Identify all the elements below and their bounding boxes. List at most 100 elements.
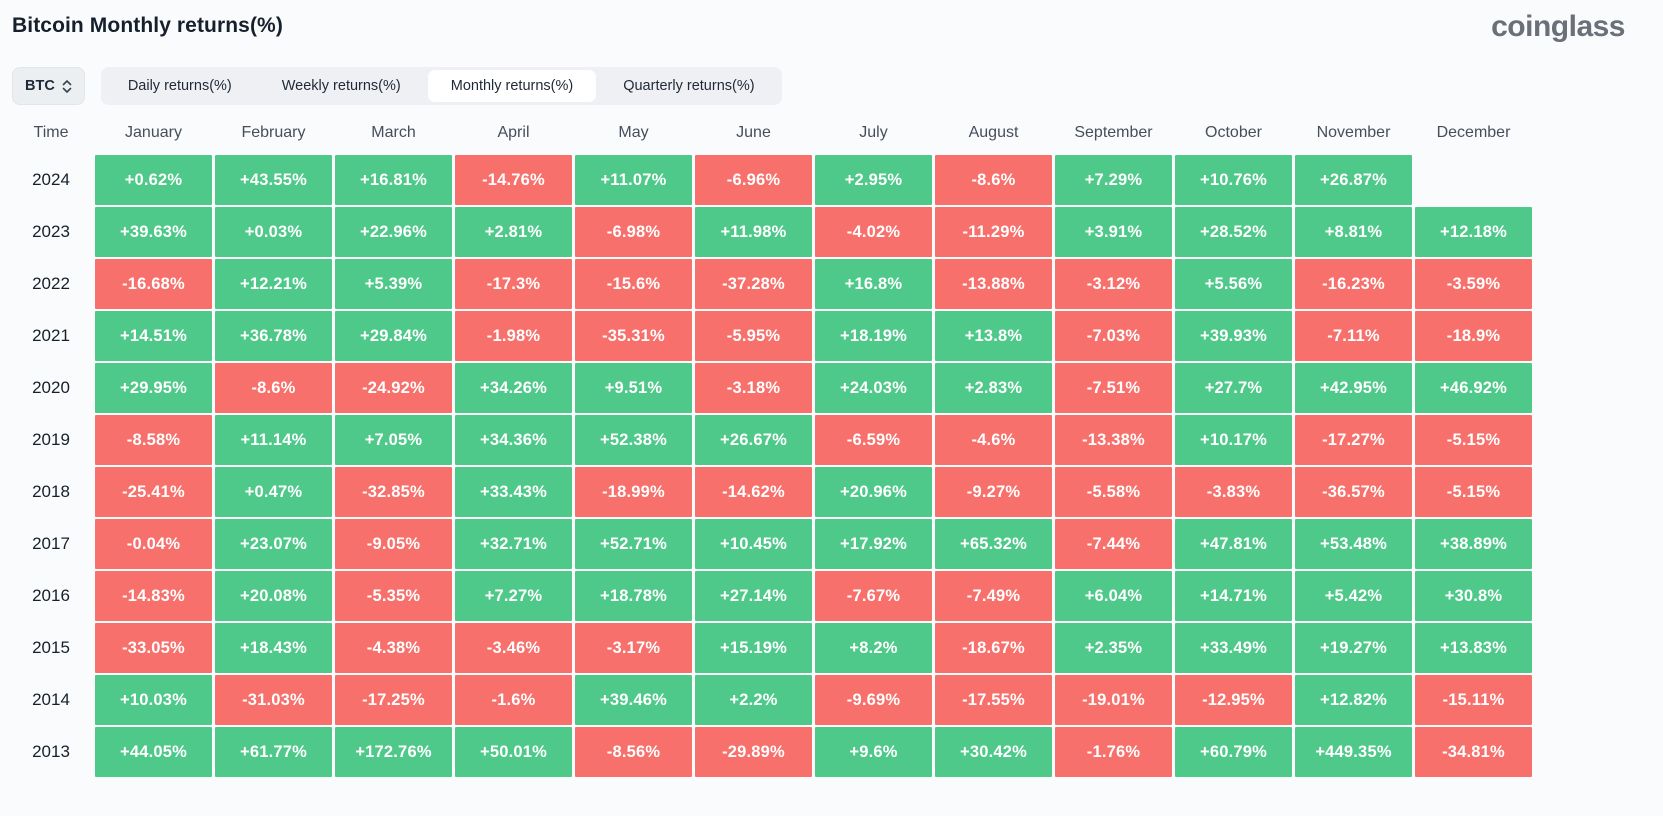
return-cell: -18.99% xyxy=(575,467,692,517)
return-cell: +2.2% xyxy=(695,675,812,725)
return-cell: -3.46% xyxy=(455,623,572,673)
return-cell: +16.81% xyxy=(335,155,452,205)
return-cell: -9.69% xyxy=(815,675,932,725)
return-cell: +30.42% xyxy=(935,727,1052,777)
return-cell: -19.01% xyxy=(1055,675,1172,725)
month-column-header: September xyxy=(1074,124,1153,141)
return-cell: +60.79% xyxy=(1175,727,1292,777)
return-cell: +39.93% xyxy=(1175,311,1292,361)
return-cell: +9.6% xyxy=(815,727,932,777)
return-cell: +65.32% xyxy=(935,519,1052,569)
year-label: 2014 xyxy=(32,690,70,709)
return-cell: +5.42% xyxy=(1295,571,1412,621)
tab-quarterly-returns[interactable]: Quarterly returns(%) xyxy=(600,70,777,102)
return-cell: -32.85% xyxy=(335,467,452,517)
coin-selector-value: BTC xyxy=(25,78,55,94)
return-cell: +24.03% xyxy=(815,363,932,413)
return-cell: +46.92% xyxy=(1415,363,1532,413)
return-cell: +20.96% xyxy=(815,467,932,517)
return-cell: +449.35% xyxy=(1295,727,1412,777)
return-cell: +27.7% xyxy=(1175,363,1292,413)
return-cell: -1.6% xyxy=(455,675,572,725)
return-cell: +27.14% xyxy=(695,571,812,621)
return-cell: -3.17% xyxy=(575,623,692,673)
returns-period-tabs: Daily returns(%) Weekly returns(%) Monthly… xyxy=(100,67,782,105)
return-cell: -15.11% xyxy=(1415,675,1532,725)
return-cell: +33.43% xyxy=(455,467,572,517)
return-cell: +18.78% xyxy=(575,571,692,621)
toolbar: BTC Daily returns(%) Weekly returns(%) Mon… xyxy=(12,67,1663,105)
return-cell: +14.51% xyxy=(95,311,212,361)
year-label: 2013 xyxy=(32,742,70,761)
return-cell: +38.89% xyxy=(1415,519,1532,569)
return-cell: -13.88% xyxy=(935,259,1052,309)
return-cell: +19.27% xyxy=(1295,623,1412,673)
year-label: 2017 xyxy=(32,534,70,553)
return-cell: +36.78% xyxy=(215,311,332,361)
return-cell: -5.95% xyxy=(695,311,812,361)
return-cell: +11.14% xyxy=(215,415,332,465)
tab-weekly-returns[interactable]: Weekly returns(%) xyxy=(259,70,424,102)
top-bar: Bitcoin Monthly returns(%) coinglass xyxy=(0,0,1663,42)
return-cell: +10.45% xyxy=(695,519,812,569)
return-cell: +13.83% xyxy=(1415,623,1532,673)
month-column-header: March xyxy=(371,124,416,141)
tab-monthly-returns[interactable]: Monthly returns(%) xyxy=(427,70,597,102)
return-cell: +12.82% xyxy=(1295,675,1412,725)
return-cell: +32.71% xyxy=(455,519,572,569)
return-cell: -14.76% xyxy=(455,155,572,205)
return-cell: +10.03% xyxy=(95,675,212,725)
monthly-returns-table: Time January February March April May June July… xyxy=(10,113,1663,777)
return-cell: -6.96% xyxy=(695,155,812,205)
coinglass-logo: coinglass xyxy=(1491,10,1625,43)
month-column-header: June xyxy=(736,124,771,141)
return-cell: -33.05% xyxy=(95,623,212,673)
year-label: 2018 xyxy=(32,482,70,501)
return-cell: -35.31% xyxy=(575,311,692,361)
return-cell: +50.01% xyxy=(455,727,572,777)
month-column-header: February xyxy=(241,124,306,141)
unfold-chevrons-icon xyxy=(62,79,72,93)
return-cell: -0.04% xyxy=(95,519,212,569)
return-cell: +2.83% xyxy=(935,363,1052,413)
tab-daily-returns[interactable]: Daily returns(%) xyxy=(105,70,255,102)
return-cell: +12.21% xyxy=(215,259,332,309)
return-cell: -7.51% xyxy=(1055,363,1172,413)
return-cell: -5.15% xyxy=(1415,415,1532,465)
return-cell: +7.27% xyxy=(455,571,572,621)
return-cell: -15.6% xyxy=(575,259,692,309)
return-cell: -1.76% xyxy=(1055,727,1172,777)
return-cell: -9.27% xyxy=(935,467,1052,517)
return-cell: -8.56% xyxy=(575,727,692,777)
return-cell: -7.03% xyxy=(1055,311,1172,361)
year-label: 2023 xyxy=(32,222,70,241)
return-cell: +2.81% xyxy=(455,207,572,257)
month-column-header: May xyxy=(618,124,649,141)
return-cell: +18.43% xyxy=(215,623,332,673)
return-cell: +26.67% xyxy=(695,415,812,465)
return-cell: +23.07% xyxy=(215,519,332,569)
return-cell: +33.49% xyxy=(1175,623,1292,673)
return-cell: +2.95% xyxy=(815,155,932,205)
return-cell: -17.25% xyxy=(335,675,452,725)
return-cell: +30.8% xyxy=(1415,571,1532,621)
year-label: 2021 xyxy=(32,326,70,345)
return-cell: -4.38% xyxy=(335,623,452,673)
coin-selector[interactable]: BTC xyxy=(12,67,85,105)
month-column-header: August xyxy=(968,124,1019,141)
return-cell: +10.76% xyxy=(1175,155,1292,205)
return-cell: +5.56% xyxy=(1175,259,1292,309)
return-cell: -11.29% xyxy=(935,207,1052,257)
return-cell: -5.15% xyxy=(1415,467,1532,517)
month-column-header: July xyxy=(859,124,888,141)
empty-return-cell xyxy=(1415,155,1532,205)
return-cell: -14.83% xyxy=(95,571,212,621)
return-cell: +8.2% xyxy=(815,623,932,673)
year-label: 2016 xyxy=(32,586,70,605)
return-cell: +0.47% xyxy=(215,467,332,517)
return-cell: +3.91% xyxy=(1055,207,1172,257)
return-cell: +42.95% xyxy=(1295,363,1412,413)
return-cell: +15.19% xyxy=(695,623,812,673)
return-cell: -5.58% xyxy=(1055,467,1172,517)
return-cell: +10.17% xyxy=(1175,415,1292,465)
